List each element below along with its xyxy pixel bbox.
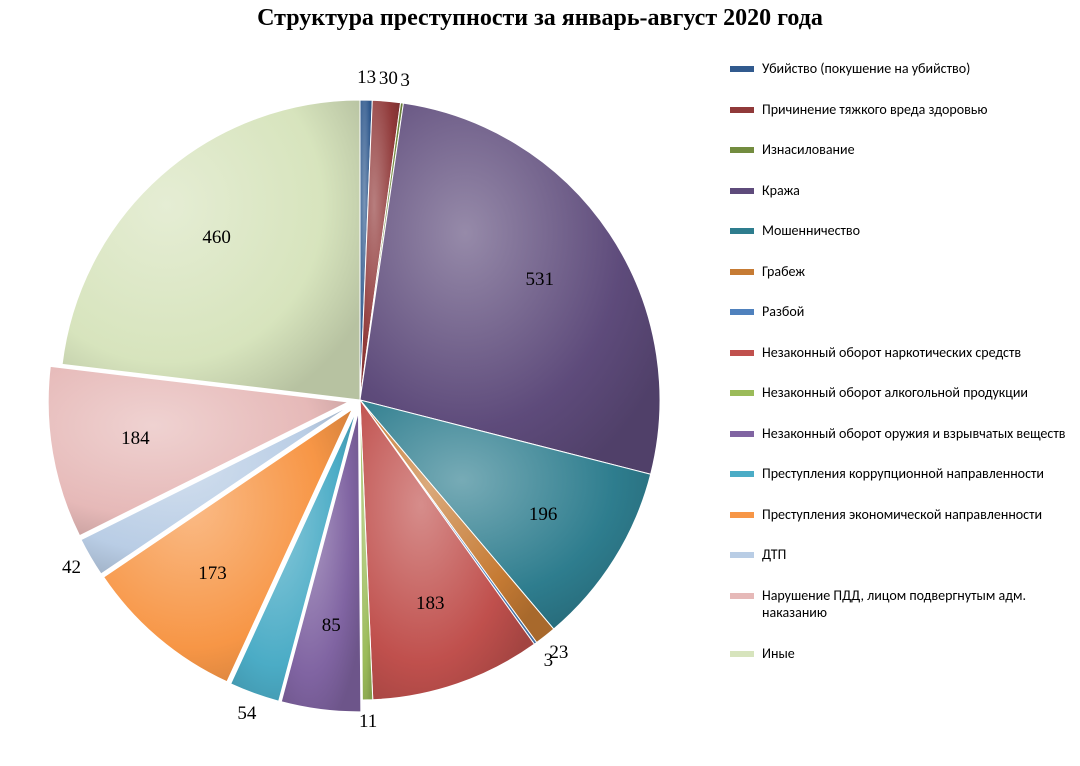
slice-value-label: 13 (357, 67, 376, 89)
legend-label: Мошенничество (762, 222, 860, 240)
legend-item: Грабеж (730, 263, 1070, 281)
slice-value: 11 (359, 711, 377, 732)
legend-swatch (730, 390, 754, 396)
slice-value-label: 460 (202, 227, 231, 249)
slice-value: 184 (121, 428, 150, 449)
slice-value: 30 (379, 68, 398, 89)
legend-label: ДТП (762, 546, 786, 564)
slice-value: 531 (526, 269, 555, 290)
legend-item: Преступления коррупционной направленност… (730, 465, 1070, 483)
legend-swatch (730, 471, 754, 477)
legend-label: Нарушение ПДД, лицом подвергнутым адм. н… (762, 587, 1070, 622)
legend-item: Нарушение ПДД, лицом подвергнутым адм. н… (730, 587, 1070, 622)
slice-value-label: 184 (121, 428, 150, 450)
legend-label: Грабеж (762, 263, 805, 281)
slice-value-label: 85 (322, 615, 341, 637)
legend-label: Иные (762, 645, 795, 663)
legend-item: Незаконный оборот оружия и взрывчатых ве… (730, 425, 1070, 443)
legend-swatch (730, 107, 754, 113)
legend-item: Мошенничество (730, 222, 1070, 240)
legend-swatch (730, 188, 754, 194)
slice-value-label: 3 (400, 70, 410, 92)
legend-swatch (730, 431, 754, 437)
legend-item: ДТП (730, 546, 1070, 564)
slice-value: 173 (198, 563, 227, 584)
legend-item: Незаконный оборот наркотических средств (730, 344, 1070, 362)
pie-slice (62, 100, 360, 400)
slice-value: 54 (237, 703, 256, 724)
chart-title: Структура преступности за январь-август … (0, 5, 1080, 32)
legend-item: Незаконный оборот алкогольной продукции (730, 384, 1070, 402)
legend-swatch (730, 552, 754, 558)
legend-label: Кража (762, 182, 800, 200)
legend-swatch (730, 269, 754, 275)
legend-item: Преступления экономической направленност… (730, 506, 1070, 524)
legend-swatch (730, 147, 754, 153)
legend-item: Иные (730, 645, 1070, 663)
legend-swatch (730, 228, 754, 234)
legend-swatch (730, 309, 754, 315)
slice-value-label: 183 (416, 593, 445, 615)
slice-value-label: 54 (237, 703, 256, 725)
slice-value-label: 173 (198, 563, 227, 585)
legend-label: Незаконный оборот алкогольной продукции (762, 384, 1028, 402)
legend-item: Причинение тяжкого вреда здоровью (730, 101, 1070, 119)
legend-label: Преступления коррупционной направленност… (762, 465, 1044, 483)
legend-item: Кража (730, 182, 1070, 200)
legend: Убийство (покушение на убийство) Причинен… (730, 60, 1070, 685)
slice-value-label: 30 (379, 68, 398, 90)
legend-label: Незаконный оборот оружия и взрывчатых ве… (762, 425, 1065, 443)
slice-value-label: 196 (529, 504, 558, 526)
legend-item: Разбой (730, 303, 1070, 321)
slice-value-label: 11 (359, 711, 377, 733)
pie-svg (20, 60, 700, 740)
legend-label: Изнасилование (762, 141, 855, 159)
legend-label: Незаконный оборот наркотических средств (762, 344, 1021, 362)
slice-value-label: 531 (526, 269, 555, 291)
legend-label: Преступления экономической направленност… (762, 506, 1042, 524)
legend-swatch (730, 593, 754, 599)
slice-value: 196 (529, 504, 558, 525)
legend-label: Разбой (762, 303, 804, 321)
slice-value: 42 (62, 557, 81, 578)
slice-value: 3 (544, 650, 554, 671)
legend-swatch (730, 512, 754, 518)
pie-chart: 1330353119623318311855417342184460 (20, 60, 700, 740)
legend-item: Убийство (покушение на убийство) (730, 60, 1070, 78)
slice-value: 85 (322, 615, 341, 636)
slice-value: 3 (400, 70, 410, 91)
slice-value: 13 (357, 67, 376, 88)
legend-item: Изнасилование (730, 141, 1070, 159)
legend-label: Убийство (покушение на убийство) (762, 60, 970, 78)
legend-swatch (730, 350, 754, 356)
legend-swatch (730, 651, 754, 657)
slice-value: 183 (416, 593, 445, 614)
slice-value-label: 3 (544, 650, 554, 672)
legend-label: Причинение тяжкого вреда здоровью (762, 101, 987, 119)
legend-swatch (730, 66, 754, 72)
slice-value: 460 (202, 227, 231, 248)
slice-value-label: 42 (62, 557, 81, 579)
